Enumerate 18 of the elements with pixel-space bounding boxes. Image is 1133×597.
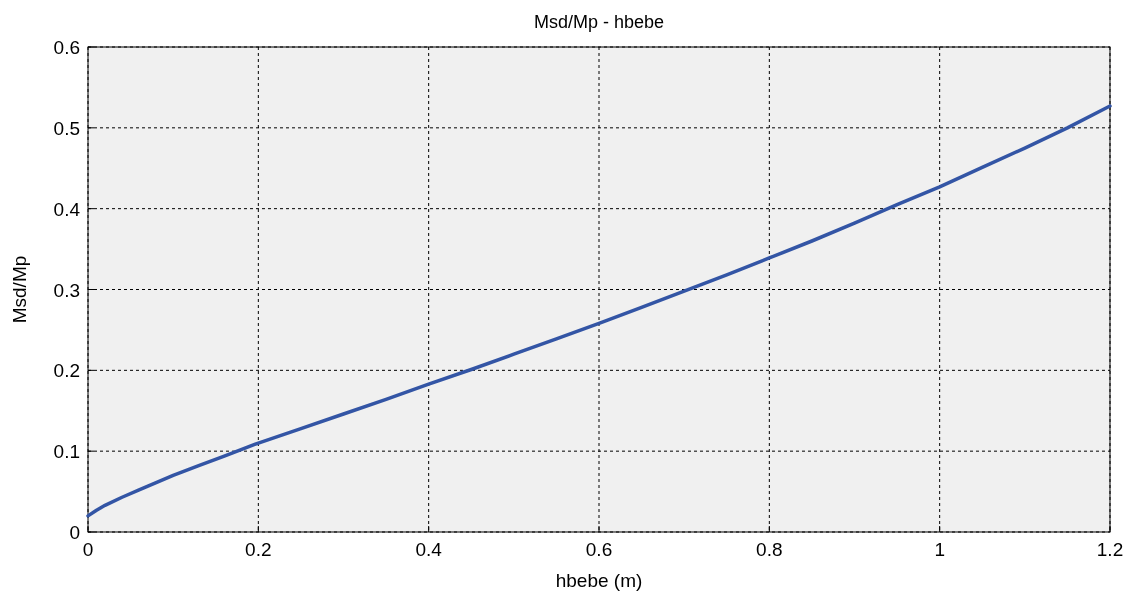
y-tick-label: 0.5 xyxy=(53,117,80,139)
y-tick-label: 0.6 xyxy=(53,37,80,58)
x-tick-label: 0.8 xyxy=(756,539,783,560)
y-tick-label: 0 xyxy=(69,522,80,543)
x-tick-label: 0.6 xyxy=(585,539,613,560)
line-series xyxy=(86,104,1112,518)
x-tick-label: 0.4 xyxy=(415,539,443,560)
y-tick-label: 0.1 xyxy=(53,441,80,463)
y-axis-title: Msd/Mp xyxy=(9,255,30,324)
x-tick-label: 0.2 xyxy=(245,539,272,560)
y-tick-label: 0.2 xyxy=(53,360,80,382)
x-tick-label: 0 xyxy=(82,539,94,560)
y-tick-label: 0.3 xyxy=(53,279,80,301)
x-tick-label: 1 xyxy=(934,539,945,560)
y-tick-label: 0.4 xyxy=(53,198,81,220)
chart-title: Msd/Mp - hbebe xyxy=(533,12,665,32)
x-tick-label: 1.2 xyxy=(1096,539,1124,560)
x-axis-title: hbebe (m) xyxy=(555,570,643,591)
